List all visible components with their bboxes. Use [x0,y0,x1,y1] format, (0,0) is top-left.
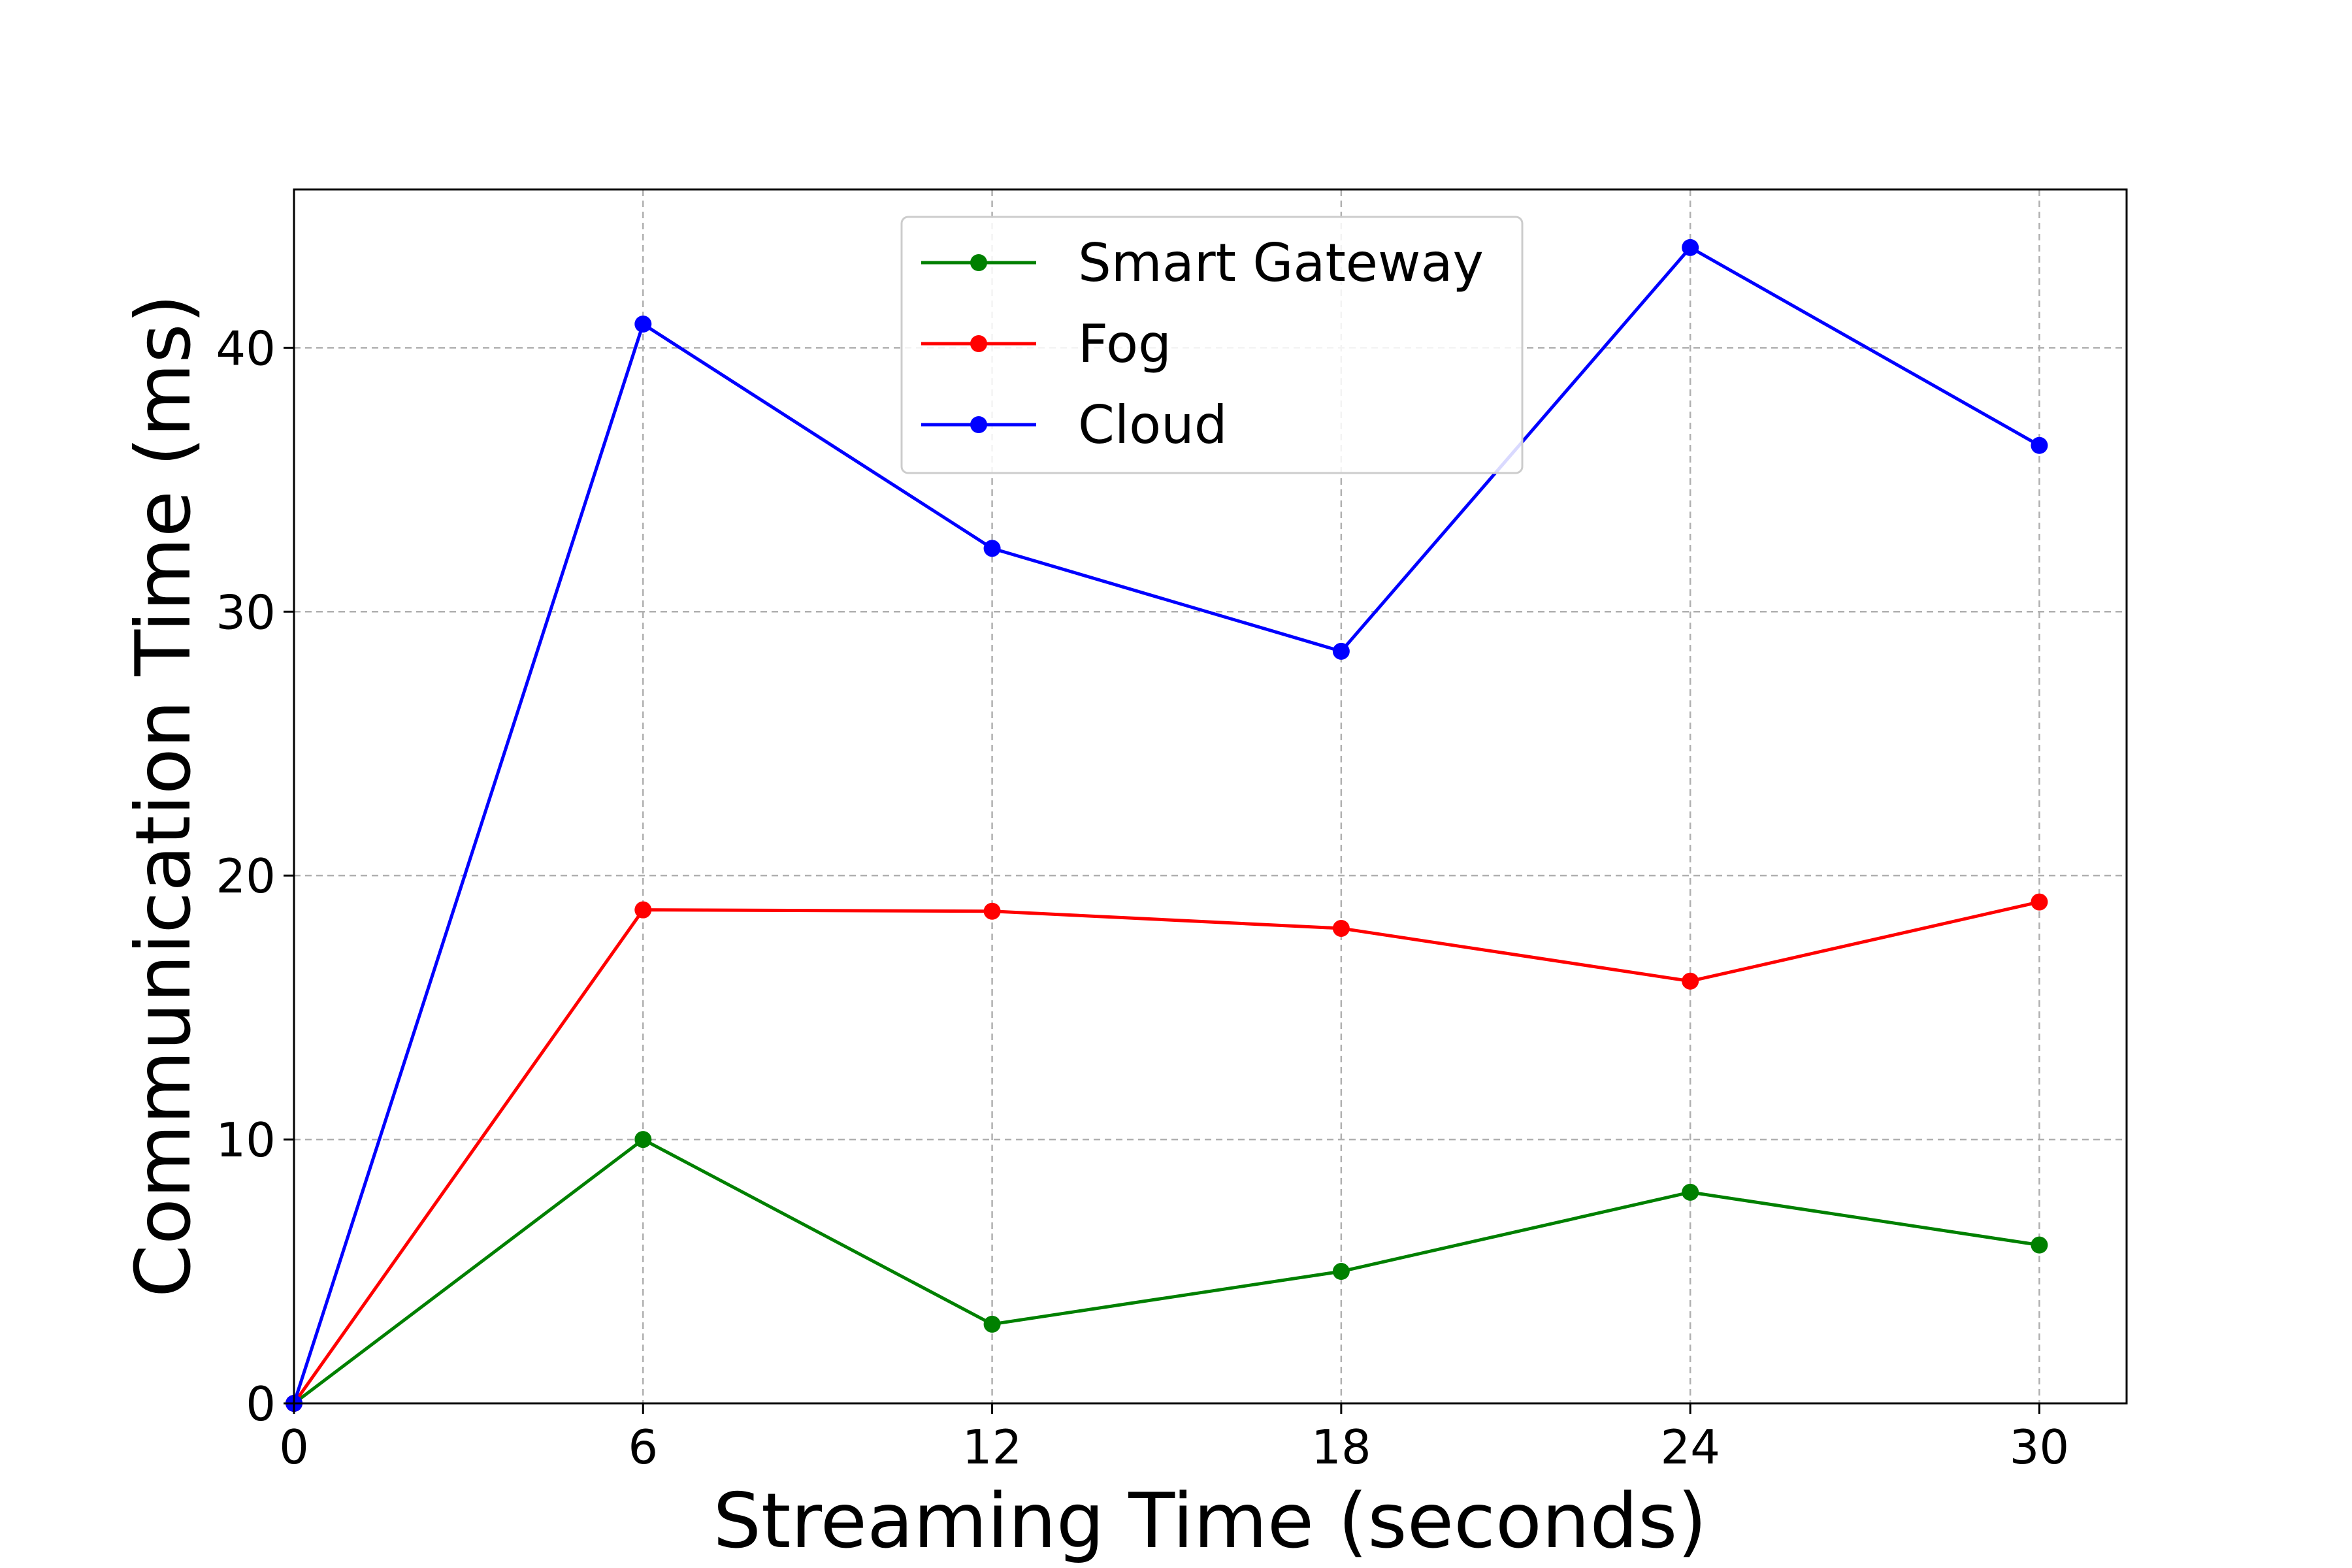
legend-label: Fog [1078,314,1171,374]
data-point [983,540,1001,557]
legend: Smart Gateway Fog Cloud [900,216,1524,474]
data-point [1332,1263,1350,1281]
y-tick-label: 10 [216,1113,276,1168]
series-cloud [286,238,2048,1412]
legend-label: Smart Gateway [1078,233,1484,293]
x-tick-label: 12 [962,1420,1022,1475]
x-tick-label: 18 [1311,1420,1371,1475]
data-point [634,1131,652,1149]
data-point [2031,436,2048,454]
series-line [293,1137,2040,1405]
y-tick-label: 30 [216,585,276,640]
series-line [292,900,2040,1405]
legend-box [900,216,1524,474]
plot-frame [293,188,2128,1405]
data-point [983,902,1001,920]
data-point [1682,1183,1699,1201]
y-tick-label: 40 [216,321,276,376]
y-tick-label: 0 [246,1377,276,1431]
legend-entry: Cloud [921,395,1228,455]
data-point [634,315,652,333]
data-point [1332,919,1350,937]
x-tick-label: 6 [628,1420,658,1475]
data-point [1682,972,1699,990]
data-point [1332,642,1350,660]
series-fog [286,893,2048,1412]
y-axis-title: Communication Time (ms) [120,294,208,1298]
x-axis-title: Streaming Time (seconds) [713,1477,1707,1565]
series-line [292,246,2040,1404]
x-tick-label: 30 [2010,1420,2070,1475]
legend-entry: Fog [921,314,1171,374]
series-layer [286,238,2048,1412]
x-tick-label: 0 [279,1420,309,1475]
data-point [983,1315,1001,1333]
legend-marker [970,416,987,433]
legend-entry: Smart Gateway [921,233,1484,293]
data-point [634,901,652,919]
x-tick-label: 24 [1660,1420,1720,1475]
data-point [1682,238,1699,256]
series-smart-gateway [286,1131,2048,1412]
y-tick-label: 20 [216,849,276,904]
data-point [2031,893,2048,911]
axis-ticks: 0 6 12 18 24 30 0 10 20 30 40 [216,321,2069,1475]
legend-marker [970,335,987,352]
legend-marker [970,254,987,271]
legend-label: Cloud [1078,395,1228,455]
data-point [2031,1236,2048,1254]
